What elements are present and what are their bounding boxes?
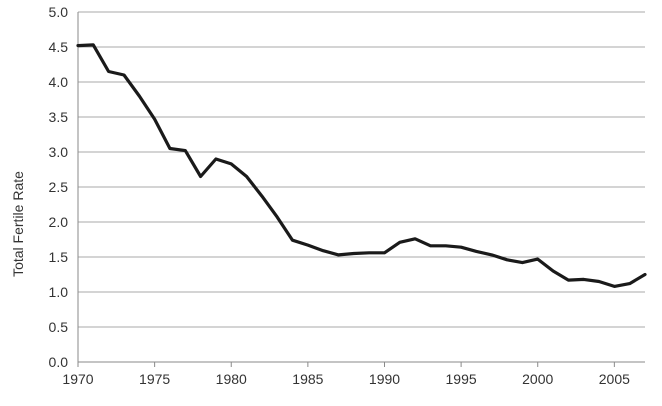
y-tick-label: 0.0 [49, 354, 69, 370]
y-tick-label: 0.5 [49, 319, 69, 335]
y-tick-label: 2.0 [49, 214, 69, 230]
y-tick-label: 3.0 [49, 144, 69, 160]
y-tick-label: 2.5 [49, 179, 69, 195]
y-tick-label: 4.0 [49, 74, 69, 90]
y-axis-tick-labels: 0.0 0.5 1.0 1.5 2.0 2.5 3.0 3.5 4.0 4.5 5.0 [49, 4, 69, 370]
x-tick-label: 1990 [369, 371, 400, 387]
y-tick-label: 3.5 [49, 109, 69, 125]
y-tick-label: 1.0 [49, 284, 69, 300]
y-tick-label: 4.5 [49, 39, 69, 55]
x-axis-tick-labels: 1970 1975 1980 1985 1990 1995 2000 2005 [62, 362, 630, 387]
series-line [76, 43, 647, 288]
y-axis-title: Total Fertile Rate [10, 171, 26, 277]
x-tick-label: 1980 [216, 371, 247, 387]
x-tick-label: 1970 [62, 371, 93, 387]
x-tick-label: 2005 [599, 371, 630, 387]
x-tick-label: 1975 [139, 371, 170, 387]
x-tick-label: 2000 [522, 371, 553, 387]
x-tick-label: 1995 [446, 371, 477, 387]
y-tick-label: 5.0 [49, 4, 69, 20]
x-tick-label: 1985 [292, 371, 323, 387]
y-tick-label: 1.5 [49, 249, 69, 265]
gridlines [78, 11, 645, 328]
series-group [76, 43, 647, 288]
